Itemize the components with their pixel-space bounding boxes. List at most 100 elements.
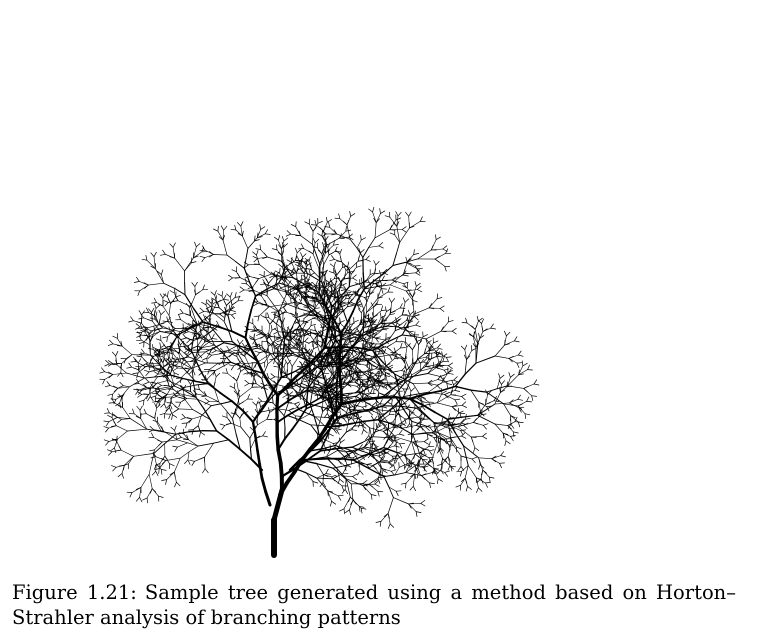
tree-branch [381, 469, 384, 476]
tree-branch [339, 305, 346, 308]
tree-branch [388, 409, 392, 416]
tree-branch [282, 371, 288, 376]
tree-branch [145, 335, 150, 341]
tree-branch [107, 393, 113, 396]
tree-branch [158, 441, 163, 446]
tree-branch [277, 362, 280, 368]
tree-branch [399, 227, 410, 243]
tree-branch [211, 350, 217, 354]
tree-branch [240, 225, 243, 237]
tree-branch [230, 305, 234, 311]
tree-branch [412, 473, 416, 487]
tree-branch [350, 499, 354, 505]
tree-branch [416, 395, 422, 400]
tree-branch [249, 337, 255, 341]
tree-branch [366, 402, 379, 411]
tree-branch [472, 343, 477, 348]
tree-branch [213, 228, 219, 232]
tree-branch [404, 336, 407, 343]
tree-branch [166, 336, 168, 343]
tree-branch [394, 328, 401, 332]
tree-branch [335, 250, 341, 255]
tree-branch [381, 406, 388, 409]
tree-branch [207, 369, 210, 375]
tree-branch [401, 334, 415, 337]
tree-branch [445, 357, 449, 363]
tree-branch [441, 458, 443, 464]
tree-branch [178, 393, 197, 398]
tree-branch [351, 441, 364, 448]
tree-branch [333, 261, 336, 268]
tree-branch [172, 359, 177, 364]
tree-branch [330, 476, 335, 482]
tree-branch [443, 369, 448, 375]
tree-branch [314, 307, 320, 309]
tree-branch [147, 282, 165, 286]
tree-branch [388, 486, 394, 499]
tree-branch [398, 433, 405, 436]
tree-branch [423, 357, 428, 363]
tree-branch [149, 312, 155, 316]
tree-branch [373, 388, 375, 395]
tree-branch [297, 256, 300, 263]
tree-branch [209, 369, 216, 371]
tree-branch [440, 374, 446, 377]
tree-branch [350, 376, 356, 380]
tree-branch [188, 445, 199, 453]
tree-branch [247, 394, 250, 400]
tree-branch [221, 425, 226, 430]
tree-branch [338, 213, 341, 220]
tree-branch [380, 474, 386, 477]
tree-branch [179, 396, 185, 400]
tree-branch [192, 369, 196, 376]
tree-branch [136, 321, 142, 324]
tree-branch [181, 437, 189, 441]
tree-branch [482, 328, 488, 332]
tree-branch [308, 375, 316, 387]
tree-branch [254, 378, 257, 385]
tree-branch [264, 353, 271, 363]
tree-branch [172, 300, 179, 302]
tree-branch [289, 334, 292, 340]
tree-branch [302, 322, 309, 324]
tree-branch [442, 356, 445, 362]
tree-branch [306, 352, 323, 362]
tree-branch [278, 235, 281, 241]
tree-branch [370, 494, 377, 496]
tree-branch [242, 230, 244, 237]
tree-branch [153, 453, 157, 465]
tree-branch [373, 351, 377, 357]
tree-branch [247, 321, 254, 325]
tree-branch [222, 361, 225, 367]
tree-branch [259, 244, 262, 251]
tree-branch [285, 285, 299, 291]
tree-branch [454, 432, 465, 447]
tree-branch [309, 357, 323, 362]
tree-branch [308, 436, 321, 451]
tree-branch [296, 407, 303, 410]
tree-branch [368, 481, 374, 485]
tree-branch [197, 415, 202, 426]
tree-branch [470, 389, 488, 393]
tree-branch [281, 236, 285, 242]
tree-branch [514, 416, 518, 423]
tree-branch [153, 443, 166, 454]
tree-branch [211, 298, 214, 305]
tree-branch [318, 285, 323, 291]
tree-branch [403, 370, 421, 384]
tree-branch [320, 369, 328, 386]
tree-branch [373, 217, 377, 223]
tree-branch [373, 356, 380, 358]
tree-branch [255, 405, 259, 414]
tree-branch [310, 335, 318, 346]
tree-branch [411, 366, 426, 376]
tree-branch [112, 466, 117, 472]
tree-branch [236, 345, 239, 352]
tree-branch [188, 430, 204, 433]
tree-branch [375, 337, 379, 343]
tree-branch [370, 442, 374, 448]
tree-branch [177, 433, 182, 438]
tree-branch [322, 269, 329, 273]
tree-branch [266, 387, 276, 401]
tree-branch [154, 388, 158, 394]
